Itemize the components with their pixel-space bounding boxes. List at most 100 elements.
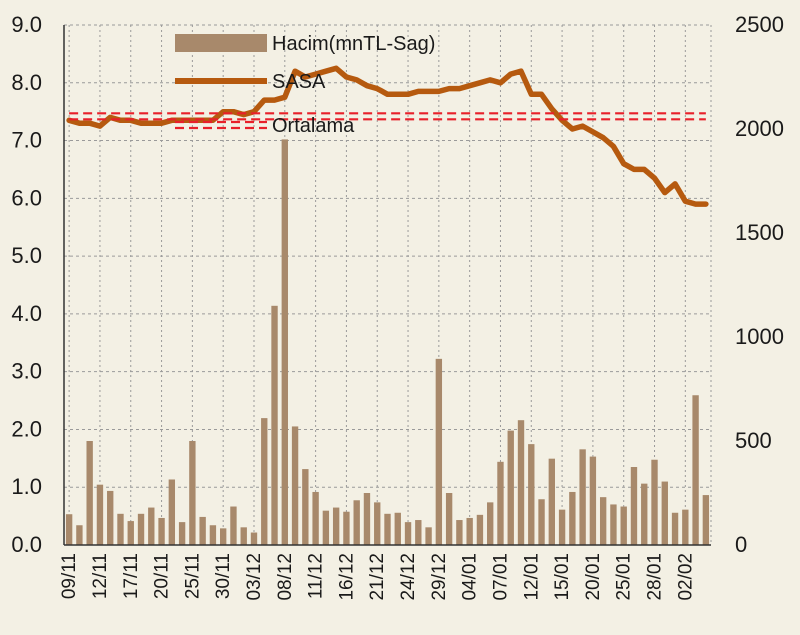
volume-bar xyxy=(692,395,699,545)
volume-bar xyxy=(65,514,73,545)
legend-label-ortalama: Ortalama xyxy=(272,115,355,137)
x-tick-label: 16/12 xyxy=(336,553,357,601)
volume-bar xyxy=(86,441,93,545)
y-left-tick-label: 3.0 xyxy=(11,359,42,384)
y-left-tick-label: 0.0 xyxy=(11,532,42,557)
volume-bar xyxy=(107,490,114,545)
volume-bar xyxy=(363,493,371,545)
x-tick-label: 20/11 xyxy=(152,553,173,599)
y-left-tick-label: 1.0 xyxy=(11,474,42,499)
y-right-tick-label: 2500 xyxy=(735,12,784,37)
y-right-tick-label: 1500 xyxy=(735,220,784,245)
volume-bar xyxy=(589,456,597,545)
volume-bar xyxy=(281,139,288,545)
volume-bar xyxy=(641,483,648,545)
x-tick-label: 30/11 xyxy=(213,553,234,599)
volume-bar xyxy=(240,527,247,545)
volume-bar xyxy=(189,441,196,545)
volume-bar xyxy=(117,513,124,545)
y-left-tick-label: 4.0 xyxy=(11,301,42,326)
volume-bar xyxy=(404,522,412,545)
volume-bar xyxy=(178,522,186,545)
x-tick-label: 29/12 xyxy=(429,553,450,601)
volume-bar xyxy=(528,444,535,545)
volume-bar xyxy=(76,525,83,545)
volume-bar xyxy=(497,461,504,545)
volume-bar xyxy=(661,481,668,545)
volume-bar xyxy=(230,506,237,545)
volume-bar xyxy=(702,495,710,545)
y-left-tick-label: 8.0 xyxy=(11,70,42,95)
x-tick-label: 17/11 xyxy=(121,553,142,599)
y-left-tick-label: 2.0 xyxy=(11,416,42,441)
x-tick-label: 02/02 xyxy=(675,553,696,601)
volume-bar xyxy=(651,459,658,545)
volume-bar xyxy=(209,525,217,545)
grid-lines xyxy=(64,24,712,546)
volume-bar xyxy=(96,484,104,545)
y-left-tick-label: 9.0 xyxy=(11,12,42,37)
y-left-tick-label: 5.0 xyxy=(11,243,42,268)
volume-bar xyxy=(168,479,176,545)
volume-bar xyxy=(353,500,360,545)
volume-bar xyxy=(148,507,155,545)
x-tick-label: 12/11 xyxy=(90,553,111,599)
volume-bar xyxy=(425,527,432,545)
y-right-tick-label: 500 xyxy=(735,428,772,453)
volume-bar xyxy=(487,502,494,545)
volume-bar xyxy=(322,510,330,545)
volume-bar xyxy=(476,514,484,545)
x-tick-label: 25/11 xyxy=(182,553,203,599)
volume-bar xyxy=(343,511,350,545)
volume-bar xyxy=(569,491,576,545)
volume-bar xyxy=(332,507,340,545)
x-tick-label: 12/01 xyxy=(521,553,542,601)
volume-bar xyxy=(671,512,679,545)
volume-bar xyxy=(374,502,381,545)
volume-bar xyxy=(558,509,566,545)
volume-bar xyxy=(466,517,473,545)
volume-bar xyxy=(599,497,607,545)
volume-bar xyxy=(620,506,627,545)
x-tick-label: 08/12 xyxy=(275,553,296,601)
volume-bar xyxy=(630,467,638,545)
volume-bar xyxy=(250,532,258,545)
legend-label-hacim: Hacim(mnTL-Sag) xyxy=(272,33,435,55)
volume-bar xyxy=(271,305,278,545)
volume-bar xyxy=(456,520,463,545)
volume-bar xyxy=(261,418,268,545)
volume-bar xyxy=(415,520,422,545)
volume-bar xyxy=(137,513,145,545)
y-right-tick-label: 1000 xyxy=(735,324,784,349)
volume-bar xyxy=(507,430,514,545)
volume-bar xyxy=(302,469,309,545)
volume-bar xyxy=(312,491,319,545)
volume-bar xyxy=(548,458,556,545)
volume-bar xyxy=(682,509,689,545)
volume-bar xyxy=(291,426,299,545)
volume-bar xyxy=(517,420,525,545)
x-tick-label: 11/12 xyxy=(306,553,327,599)
y-left-tick-label: 6.0 xyxy=(11,185,42,210)
legend-label-sasa: SASA xyxy=(272,71,326,93)
price-lines xyxy=(66,65,709,207)
volume-bar xyxy=(127,521,134,545)
y-right-tick-label: 0 xyxy=(735,532,747,557)
volume-bar xyxy=(384,513,391,545)
volume-bar xyxy=(579,449,586,545)
x-tick-label: 21/12 xyxy=(367,553,388,601)
volume-bar xyxy=(158,517,165,545)
axes: 0.0 1.0 2.0 3.0 4.0 5.0 6.0 7.0 8.0 9.0 0 500 1000 15… xyxy=(11,12,784,601)
volume-bar xyxy=(445,493,453,545)
volume-bar xyxy=(538,499,545,545)
x-tick-label: 07/01 xyxy=(490,553,511,601)
volume-bar xyxy=(394,512,401,545)
volume-bars xyxy=(65,139,710,545)
legend: Hacim(mnTL-Sag) SASA Ortalama xyxy=(175,33,435,137)
legend-swatch-hacim xyxy=(175,34,267,52)
x-tick-label: 15/01 xyxy=(552,553,573,601)
volume-bar xyxy=(199,516,206,545)
x-tick-label: 03/12 xyxy=(244,553,265,601)
x-tick-label: 20/01 xyxy=(583,553,604,601)
